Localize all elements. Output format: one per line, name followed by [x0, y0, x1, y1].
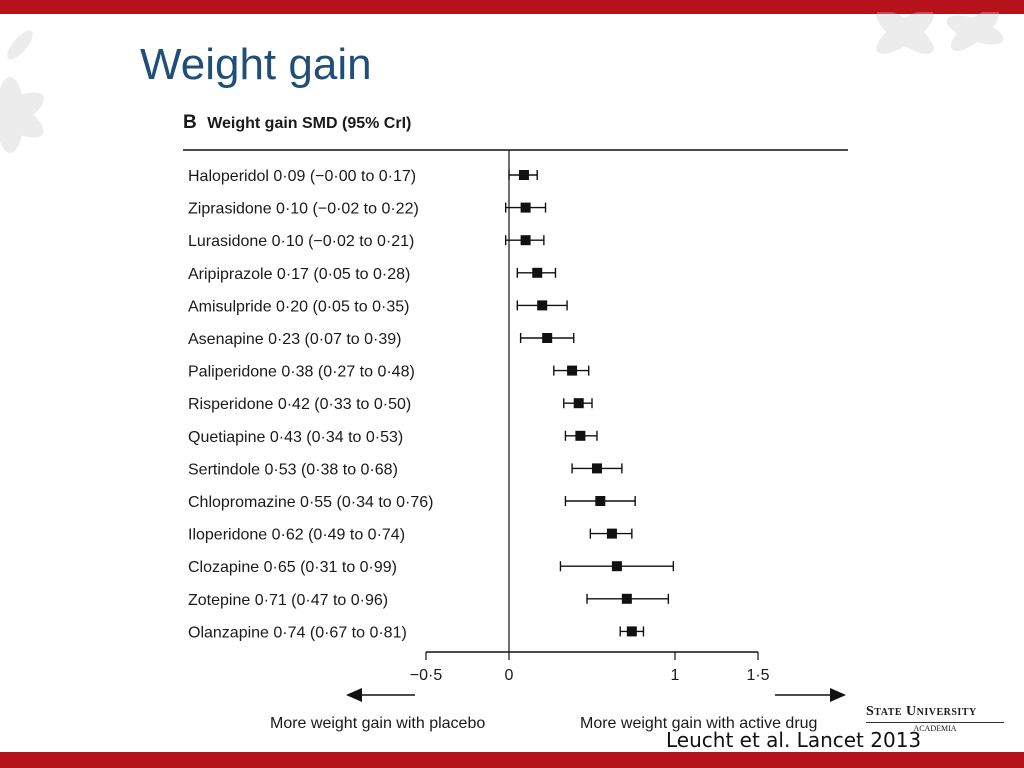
- point-estimate-marker: [595, 496, 606, 506]
- point-estimate-marker: [575, 430, 586, 441]
- right-arrow-head: [830, 688, 846, 702]
- row-label: Clozapine 0·65 (0·31 to 0·99): [188, 559, 397, 576]
- bottom-accent-bar: [0, 752, 1024, 768]
- panel-letter: B: [183, 112, 197, 133]
- row-label: Asenapine 0·23 (0·07 to 0·39): [188, 331, 401, 348]
- slide-title: Weight gain: [140, 40, 372, 89]
- row-label: Chlopromazine 0·55 (0·34 to 0·76): [188, 494, 433, 511]
- row-label: Zotepine 0·71 (0·47 to 0·96): [188, 592, 388, 609]
- point-estimate-marker: [591, 463, 602, 474]
- x-tick-label: −0·5: [410, 667, 443, 684]
- citation: Leucht et al. Lancet 2013: [666, 728, 922, 752]
- row-label: Amisulpride 0·20 (0·05 to 0·35): [188, 298, 409, 315]
- point-estimate-marker: [611, 561, 622, 572]
- point-estimate-marker: [520, 235, 531, 246]
- row-label: Olanzapine 0·74 (0·67 to 0·81): [188, 624, 407, 641]
- row-label: Risperidone 0·42 (0·33 to 0·50): [188, 396, 411, 413]
- right-flower-decoration: [876, 12, 1004, 54]
- chart-panel-heading: B Weight gain SMD (95% CrI): [183, 112, 411, 134]
- row-label: Sertindole 0·53 (0·38 to 0·68): [188, 461, 398, 478]
- point-estimate-marker: [537, 300, 548, 311]
- row-label: Aripiprazole 0·17 (0·05 to 0·28): [188, 266, 410, 283]
- row-label: Lurasidone 0·10 (−0·02 to 0·21): [188, 233, 414, 250]
- point-estimate-marker: [606, 528, 617, 539]
- left-direction-note: More weight gain with placebo: [270, 715, 485, 732]
- point-estimate-marker: [573, 398, 584, 409]
- x-tick-label: 0: [505, 667, 514, 684]
- x-tick-label: 1: [671, 667, 680, 684]
- row-label: Ziprasidone 0·10 (−0·02 to 0·22): [188, 201, 419, 218]
- row-label: Haloperidol 0·09 (−0·00 to 0·17): [188, 168, 416, 185]
- row-label: Iloperidone 0·62 (0·49 to 0·74): [188, 527, 405, 544]
- row-label: Paliperidone 0·38 (0·27 to 0·48): [188, 364, 415, 381]
- point-estimate-marker: [520, 202, 531, 213]
- top-accent-bar: [0, 0, 1024, 14]
- point-estimate-marker: [621, 593, 632, 604]
- point-estimate-marker: [542, 333, 553, 343]
- left-flower-decoration: [0, 30, 44, 153]
- university-name: State University: [866, 704, 977, 719]
- chart-title: Weight gain SMD (95% CrI): [207, 115, 412, 132]
- right-direction-note: More weight gain with active drug: [580, 715, 817, 732]
- point-estimate-marker: [518, 170, 529, 180]
- university-logo: State University ACADEMIA: [866, 704, 1004, 733]
- x-tick-label: 1·5: [746, 667, 769, 684]
- point-estimate-marker: [567, 365, 578, 376]
- logo-rule: [866, 722, 1004, 723]
- point-estimate-marker: [532, 267, 543, 278]
- left-arrow-head: [346, 688, 362, 702]
- point-estimate-marker: [626, 626, 637, 637]
- row-label: Quetiapine 0·43 (0·34 to 0·53): [188, 429, 403, 446]
- university-subtitle: ACADEMIA: [913, 724, 957, 733]
